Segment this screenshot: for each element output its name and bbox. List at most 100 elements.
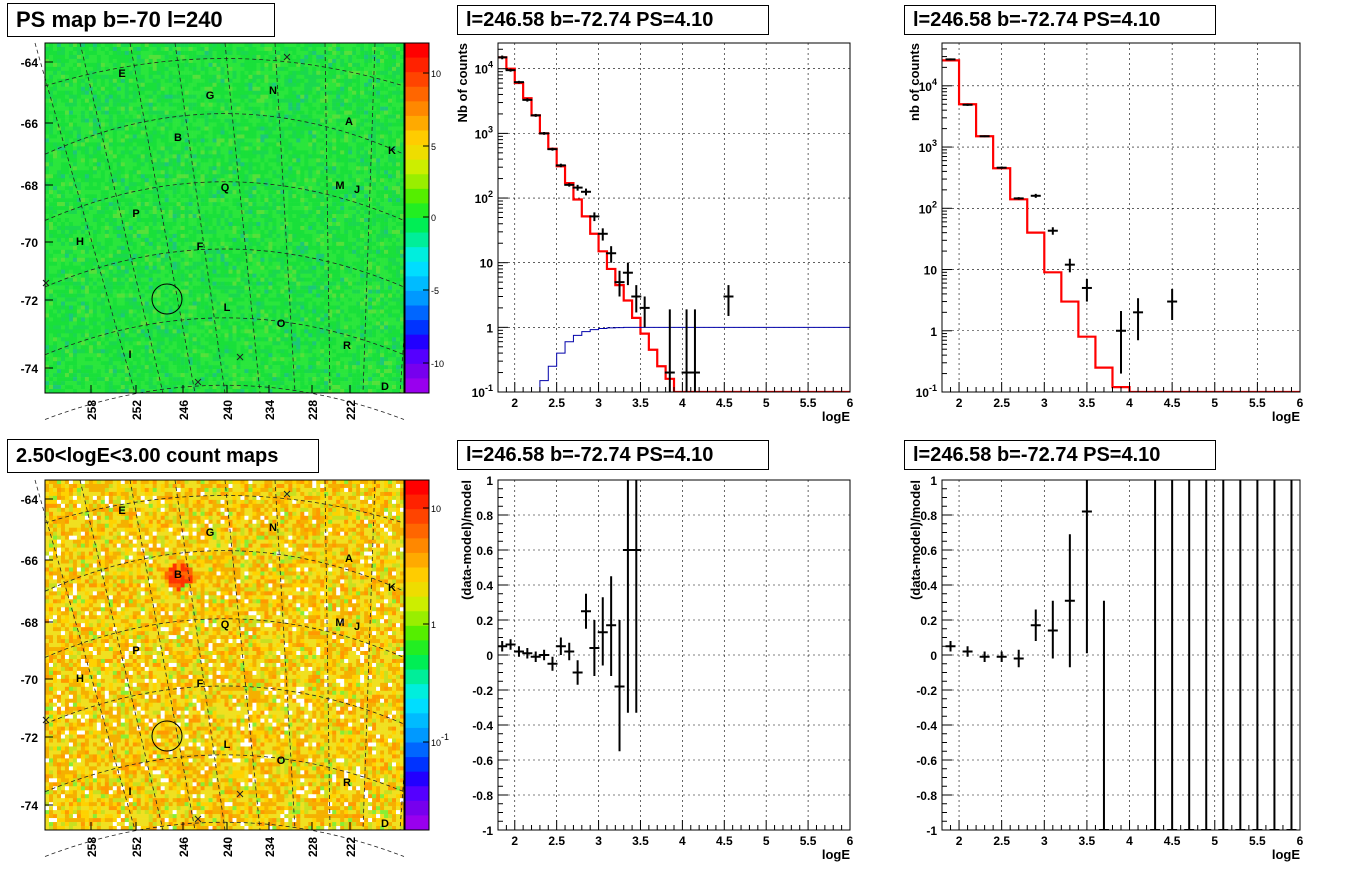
count-map-colorbar-swatch-19 <box>405 757 429 773</box>
spectrum-2-ytick-label-2: 10 <box>924 264 938 278</box>
ps-map-marker-cross-3 <box>42 279 50 287</box>
spectrum-1-ytick-label-2: 10 <box>480 257 494 271</box>
ps-map-colorbar-swatch-16 <box>405 276 429 292</box>
count-map-colorbar <box>405 480 429 831</box>
ps-map-source-label-B: B <box>174 132 182 144</box>
residual-2-ytick-label-7: 0.4 <box>920 579 937 593</box>
count-map-colorbar-label-0: 10 <box>431 504 441 514</box>
spectrum-2-xtick-label-3: 3.5 <box>1079 396 1096 410</box>
residual-2-series-group <box>945 480 1297 830</box>
residual-1-ytick-label-1: -0.8 <box>472 789 493 803</box>
count-map-source-label-Q: Q <box>221 619 230 631</box>
count-map-ytick-label-4: -72 <box>21 731 39 745</box>
spectrum-2-xtick-label-6: 5 <box>1211 396 1218 410</box>
residual-1-ylabel: (data-model)/model <box>459 480 474 600</box>
spectrum-2-ytick-label-5: 104 <box>919 77 937 94</box>
residual-2-point-7 <box>1064 534 1075 668</box>
residual-1-point-8 <box>564 642 575 661</box>
residual-2-point-11 <box>1167 480 1178 830</box>
count-map-colorbar-swatch-12 <box>405 655 429 670</box>
ps-map-marker-cross-1 <box>236 353 244 361</box>
residual-2-ytick-label-0: -1 <box>926 824 937 838</box>
spectrum-1-title: l=246.58 b=-72.74 PS=4.10 <box>457 5 769 35</box>
spectrum-1-step-line-1 <box>498 326 850 392</box>
count-map-colorbar-swatch-13 <box>405 669 429 685</box>
count-map-colorbar-swatch-18 <box>405 742 429 758</box>
count-map-source-label-P: P <box>132 645 139 657</box>
ps-map-colorbar-swatch-19 <box>405 320 429 336</box>
residual-1-xtick-label-4: 4 <box>679 834 686 848</box>
count-map-source-label-K: K <box>388 582 396 594</box>
residual-1-point-15 <box>622 480 633 713</box>
spectrum-1-xtick-label-1: 2.5 <box>548 396 565 410</box>
count-map-colorbar-swatch-15 <box>405 698 429 714</box>
count-map-lat-line-5 <box>44 821 405 857</box>
ps-map-lat-line-2 <box>44 181 405 221</box>
residual-1-point-16 <box>631 480 642 713</box>
residual-1-ytick-label-0: -1 <box>482 824 493 838</box>
count-map-xtick-label-1: 252 <box>130 837 144 857</box>
count-map-source-label-E: E <box>118 505 125 517</box>
residual-2-point-15 <box>1235 480 1246 830</box>
residual-1-xtick-label-6: 5 <box>763 834 770 848</box>
residual-2-title: l=246.58 b=-72.74 PS=4.10 <box>904 440 1216 470</box>
ps-map-colorbar-swatch-11 <box>405 203 429 219</box>
residual-2-xtick-label-2: 3 <box>1041 834 1048 848</box>
spectrum-2-point-8 <box>1081 279 1092 302</box>
spectrum-1-point-11 <box>589 212 600 222</box>
spectrum-1-point-4 <box>530 113 541 117</box>
residual-1-ytick-label-4: -0.2 <box>472 684 493 698</box>
spectrum-1-ytick-label-0: 10-1 <box>472 383 493 400</box>
count-map-colorbar-swatch-20 <box>405 771 429 787</box>
spectrum-2-xtick-label-2: 3 <box>1041 396 1048 410</box>
count-map-meridian-6 <box>324 479 331 831</box>
residual-2-point-4 <box>1013 649 1024 668</box>
ps-map-title: PS map b=-70 l=240 <box>7 3 275 37</box>
spectrum-1-series-group <box>498 55 850 392</box>
spectrum-1-ytick-label-4: 103 <box>475 124 493 141</box>
count-map-source-label-B: B <box>174 569 182 581</box>
count-map-source-label-D: D <box>381 818 389 830</box>
ps-map-lat-line-1 <box>44 113 405 155</box>
count-map-source-label-O: O <box>277 755 286 767</box>
residual-1-series-group <box>498 480 642 752</box>
count-map-marker-cross-2 <box>194 815 202 823</box>
ps-map-frame <box>44 42 405 394</box>
residual-2-ytick-label-4: -0.2 <box>916 684 937 698</box>
residual-2-point-13 <box>1201 480 1212 830</box>
residual-1-point-11 <box>589 620 600 676</box>
residual-1-ytick-label-5: 0 <box>486 649 493 663</box>
ps-map-meridian-0 <box>34 42 136 394</box>
spectrum-2-xtick-label-8: 6 <box>1297 396 1304 410</box>
count-map-xtick-label-3: 240 <box>221 837 235 857</box>
spectrum-1-xtick-label-2: 3 <box>595 396 602 410</box>
ps-map-colorbar-swatch-23 <box>405 378 429 394</box>
count-map-grid <box>34 479 426 857</box>
count-map-xtick-label-2: 246 <box>177 837 191 857</box>
ps-map-colorbar-frame <box>404 42 430 394</box>
spectrum-2-xtick-label-5: 4.5 <box>1164 396 1181 410</box>
count-map-colorbar-swatch-16 <box>405 713 429 729</box>
residual-1-title: l=246.58 b=-72.74 PS=4.10 <box>457 440 769 470</box>
ps-map-colorbar-swatch-15 <box>405 261 429 277</box>
ps-map-ytick-label-1: -66 <box>21 117 39 131</box>
count-map-colorbar-label-2: 10-1 <box>431 732 449 748</box>
spectrum-1-ytick-label-1: 1 <box>486 321 493 335</box>
ps-map-xtick-label-0: 258 <box>85 400 99 420</box>
residual-2-ytick-label-2: -0.6 <box>916 754 937 768</box>
residual-1-point-9 <box>572 660 583 685</box>
spectrum-2-xlabel: logE <box>1272 409 1300 424</box>
residual-1-ytick-label-3: -0.4 <box>472 719 493 733</box>
ps-map-marker-cross-2 <box>194 378 202 386</box>
ps-map-meridian-7 <box>362 42 376 394</box>
ps-map-ytick-label-2: -68 <box>21 179 39 193</box>
count-map-source-label-J: J <box>354 621 360 633</box>
spectrum-1-point-8 <box>564 183 575 187</box>
residual-2-point-9 <box>1098 600 1109 830</box>
spectrum-2-point-5 <box>1030 193 1041 198</box>
spectrum-1-point-2 <box>513 80 524 84</box>
ps-map-source-label-M: M <box>335 180 344 192</box>
spectrum-2-point-2 <box>979 135 990 138</box>
